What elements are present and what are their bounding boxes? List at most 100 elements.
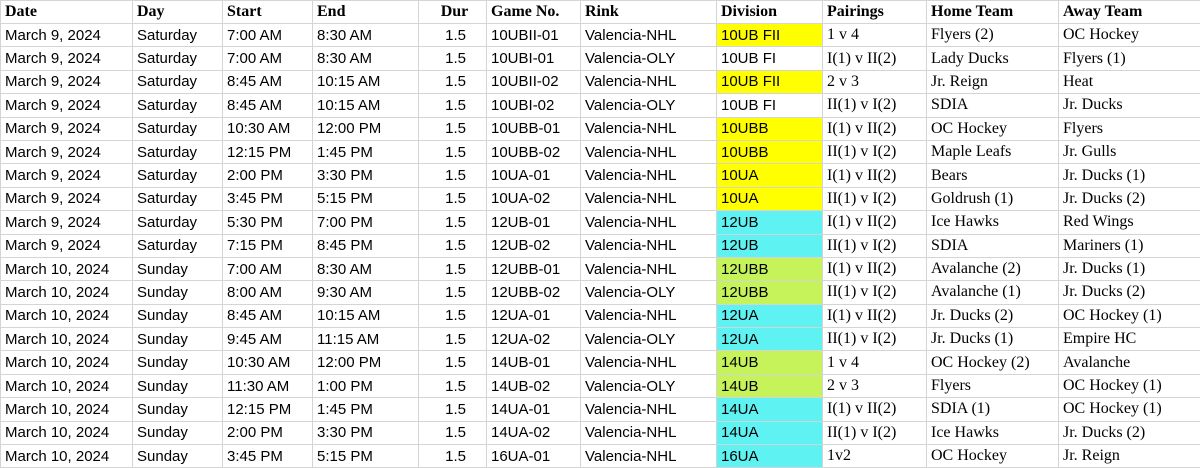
table-cell: Saturday	[132, 163, 223, 188]
table-cell: Ice Hawks	[926, 420, 1059, 446]
table-cell: 12UA-02	[486, 327, 581, 352]
table-cell: March 9, 2024	[0, 233, 133, 258]
table-cell: Saturday	[132, 22, 223, 48]
table-cell: 10UB FII	[716, 22, 823, 48]
table-row: March 10, 2024 Sunday 8:00 AM 9:30 AM 1.5 12U…	[0, 280, 1200, 305]
table-cell: Valencia-OLY	[580, 93, 717, 118]
table-row: March 10, 2024 Sunday 3:45 PM 5:15 PM 1.5 16U…	[0, 444, 1200, 468]
table-cell: 5:30 PM	[222, 210, 313, 235]
table-cell: 10:15 AM	[312, 93, 419, 118]
table-cell: Jr. Reign	[926, 69, 1059, 95]
table-cell: 12:15 PM	[222, 397, 313, 422]
table-cell: 8:45 AM	[222, 93, 313, 118]
table-cell: Valencia-NHL	[580, 139, 717, 165]
table-cell: 8:30 AM	[312, 46, 419, 71]
table-cell: Valencia-NHL	[580, 397, 717, 422]
table-cell: 14UB-02	[486, 373, 581, 399]
table-cell: 7:00 PM	[312, 210, 419, 235]
table-cell: Saturday	[132, 210, 223, 235]
header-row: Date Day Start End Dur Game No. Rink Division Pa…	[0, 0, 1200, 24]
table-row: March 9, 2024 Saturday 12:15 PM 1:45 PM 1.5 1…	[0, 139, 1200, 165]
header-cell: Division	[716, 0, 823, 24]
table-cell: 1v2	[822, 444, 927, 468]
table-cell: I(1) v II(2)	[822, 116, 927, 141]
table-cell: March 10, 2024	[0, 444, 133, 468]
table-cell: OC Hockey (1)	[1058, 373, 1200, 399]
table-cell: 1.5	[418, 116, 487, 141]
table-cell: 1.5	[418, 93, 487, 118]
table-cell: 1.5	[418, 186, 487, 212]
table-cell: 11:15 AM	[312, 327, 419, 352]
table-cell: Red Wings	[1058, 210, 1200, 235]
table-cell: 10UBB	[716, 116, 823, 141]
table-cell: 1 v 4	[822, 22, 927, 48]
table-cell: 10UB FI	[716, 93, 823, 118]
table-cell: 1.5	[418, 210, 487, 235]
table-cell: SDIA	[926, 93, 1059, 118]
table-cell: March 10, 2024	[0, 373, 133, 399]
table-cell: 16UA	[716, 444, 823, 468]
table-cell: 1.5	[418, 303, 487, 329]
table-cell: Valencia-OLY	[580, 373, 717, 399]
table-cell: 12UBB-02	[486, 280, 581, 305]
table-row: March 9, 2024 Saturday 3:45 PM 5:15 PM 1.5 10…	[0, 186, 1200, 212]
table-cell: 7:00 AM	[222, 256, 313, 282]
table-row: March 10, 2024 Sunday 12:15 PM 1:45 PM 1.5 14…	[0, 397, 1200, 422]
table-cell: 12UB-01	[486, 210, 581, 235]
table-cell: OC Hockey (1)	[1058, 397, 1200, 422]
table-cell: II(1) v I(2)	[822, 233, 927, 258]
table-cell: 14UB-01	[486, 350, 581, 375]
table-cell: 3:45 PM	[222, 444, 313, 468]
table-cell: 12UA	[716, 327, 823, 352]
header-cell: Home Team	[926, 0, 1059, 24]
table-cell: 12UB	[716, 210, 823, 235]
table-cell: 12:00 PM	[312, 116, 419, 141]
table-cell: Valencia-NHL	[580, 233, 717, 258]
table-cell: 12:15 PM	[222, 139, 313, 165]
table-cell: Flyers	[1058, 116, 1200, 141]
table-cell: 5:15 PM	[312, 444, 419, 468]
table-cell: Jr. Ducks (2)	[926, 303, 1059, 329]
table-cell: Saturday	[132, 116, 223, 141]
table-cell: Sunday	[132, 256, 223, 282]
table-cell: Valencia-OLY	[580, 280, 717, 305]
table-cell: Flyers (1)	[1058, 46, 1200, 71]
table-cell: 1.5	[418, 233, 487, 258]
table-cell: Jr. Ducks (1)	[1058, 163, 1200, 188]
table-cell: Valencia-NHL	[580, 163, 717, 188]
table-cell: 14UA	[716, 420, 823, 446]
table-cell: 1.5	[418, 420, 487, 446]
table-cell: March 9, 2024	[0, 210, 133, 235]
table-cell: II(1) v I(2)	[822, 327, 927, 352]
table-cell: Mariners (1)	[1058, 233, 1200, 258]
table-cell: March 10, 2024	[0, 420, 133, 446]
table-cell: 1.5	[418, 327, 487, 352]
table-cell: II(1) v I(2)	[822, 420, 927, 446]
table-cell: Avalanche (1)	[926, 280, 1059, 305]
table-cell: 5:15 PM	[312, 186, 419, 212]
header-cell: End	[312, 0, 419, 24]
table-cell: 12UA-01	[486, 303, 581, 329]
table-cell: 10:30 AM	[222, 116, 313, 141]
table-cell: 1.5	[418, 22, 487, 48]
table-cell: Flyers	[926, 373, 1059, 399]
table-cell: 14UA-02	[486, 420, 581, 446]
table-cell: 16UA-01	[486, 444, 581, 468]
table-cell: 1.5	[418, 46, 487, 71]
table-cell: March 10, 2024	[0, 327, 133, 352]
table-cell: I(1) v II(2)	[822, 210, 927, 235]
table-cell: March 9, 2024	[0, 46, 133, 71]
header-cell: Day	[132, 0, 223, 24]
table-body: March 9, 2024 Saturday 7:00 AM 8:30 AM 1.5 10…	[0, 22, 1200, 468]
table-cell: March 9, 2024	[0, 163, 133, 188]
table-cell: 8:30 AM	[312, 22, 419, 48]
table-cell: 10:15 AM	[312, 69, 419, 95]
table-cell: Sunday	[132, 280, 223, 305]
table-cell: 11:30 AM	[222, 373, 313, 399]
table-cell: I(1) v II(2)	[822, 256, 927, 282]
table-cell: Saturday	[132, 69, 223, 95]
table-cell: 8:45 PM	[312, 233, 419, 258]
table-cell: Sunday	[132, 397, 223, 422]
table-cell: Jr. Ducks	[1058, 93, 1200, 118]
